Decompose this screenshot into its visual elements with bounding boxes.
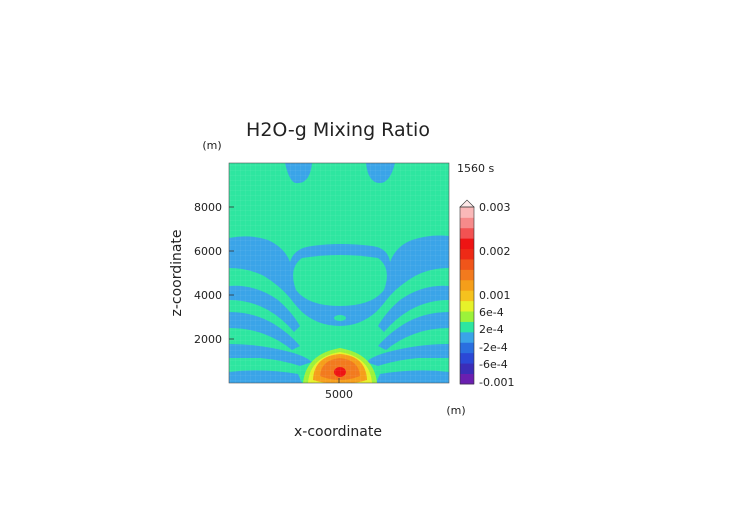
colorbar-level bbox=[460, 352, 474, 364]
colorbar-level bbox=[460, 227, 474, 239]
y-tick-label: 8000 bbox=[194, 201, 222, 214]
colorbar-level bbox=[460, 363, 474, 374]
colorbar-level bbox=[460, 331, 474, 343]
y-axis-label: z-coordinate bbox=[169, 229, 185, 316]
colorbar-tick-label: 0.002 bbox=[479, 245, 511, 258]
contour-field bbox=[229, 163, 449, 383]
chart-title: H2O-g Mixing Ratio bbox=[246, 119, 430, 141]
colorbar-level bbox=[460, 321, 474, 333]
colorbar-labels: 0.003 0.002 0.001 6e-4 2e-4 -2e-4 -6e-4 -0.001 bbox=[479, 201, 514, 389]
y-axis: 8000 6000 4000 2000 bbox=[194, 201, 234, 346]
colorbar-level bbox=[460, 300, 474, 312]
colorbar-level bbox=[460, 311, 474, 322]
colorbar-level bbox=[460, 373, 474, 385]
colorbar-level bbox=[460, 248, 474, 260]
y-tick-label: 2000 bbox=[194, 333, 222, 346]
colorbar-tick-label: 0.001 bbox=[479, 289, 511, 302]
colorbar-level bbox=[460, 342, 474, 354]
y-tick-label: 4000 bbox=[194, 289, 222, 302]
colorbar-tick-label: -6e-4 bbox=[479, 358, 508, 371]
colorbar-level bbox=[460, 279, 474, 291]
x-axis: 5000 bbox=[325, 378, 353, 401]
colorbar-level bbox=[460, 207, 474, 218]
colorbar-tick-label: 6e-4 bbox=[479, 306, 504, 319]
colorbar-frame bbox=[459, 206, 475, 385]
y-tick-label: 6000 bbox=[194, 245, 222, 258]
x-tick-label: 5000 bbox=[325, 388, 353, 401]
y-unit-label: (m) bbox=[202, 139, 221, 152]
colorbar-tick-label: 0.003 bbox=[479, 201, 511, 214]
colorbar-level bbox=[460, 238, 474, 250]
colorbar-level bbox=[460, 269, 474, 281]
colorbar-level bbox=[460, 259, 474, 270]
colorbar bbox=[460, 207, 474, 385]
colorbar-tick-label: -2e-4 bbox=[479, 341, 508, 354]
colorbar-level bbox=[460, 217, 474, 229]
x-unit-label: (m) bbox=[446, 404, 465, 417]
colorbar-level bbox=[460, 290, 474, 302]
colorbar-tick-label: 2e-4 bbox=[479, 323, 504, 336]
x-axis-label: x-coordinate bbox=[294, 424, 382, 440]
time-label: 1560 s bbox=[457, 162, 494, 175]
colorbar-tick-label: -0.001 bbox=[479, 376, 514, 389]
colorbar-over-arrow bbox=[459, 199, 475, 208]
